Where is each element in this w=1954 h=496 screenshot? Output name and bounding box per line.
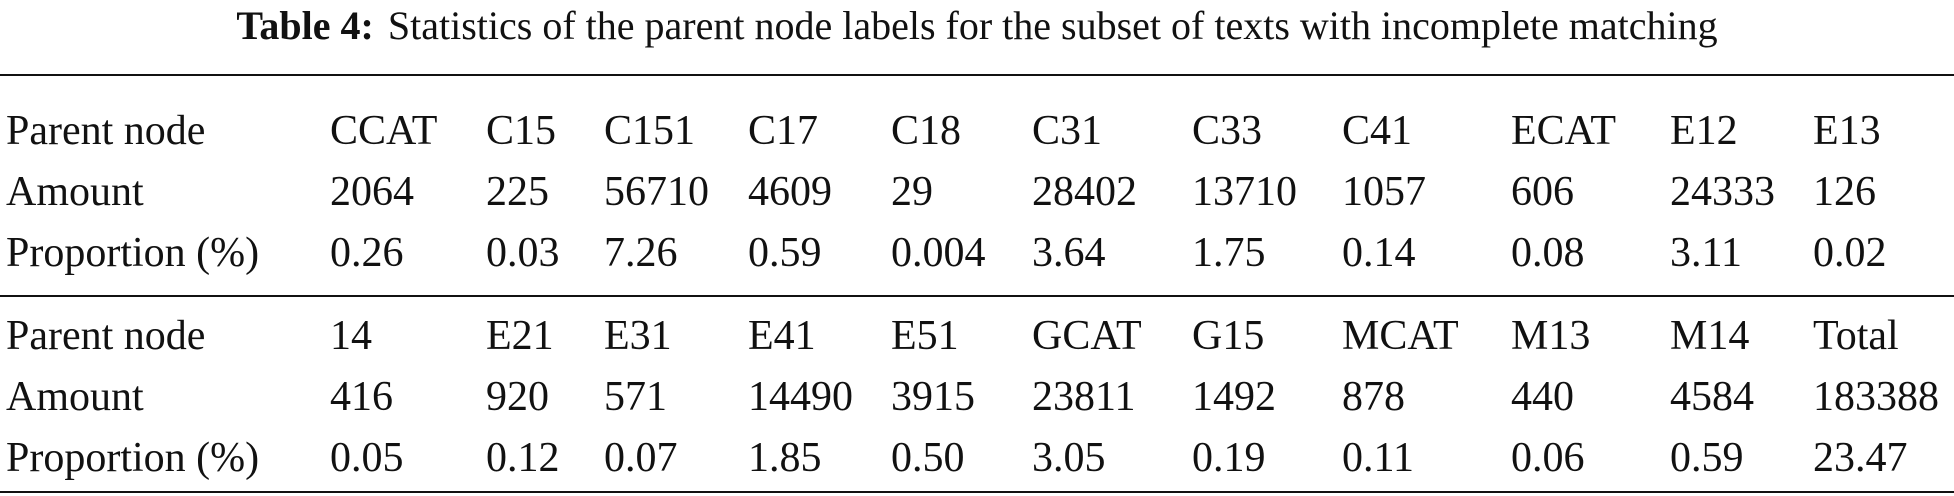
table-cell: 1057	[1342, 169, 1426, 215]
table-cell: GCAT	[1032, 313, 1142, 359]
table-cell: 24333	[1670, 169, 1775, 215]
table-cell: 0.14	[1342, 230, 1416, 276]
table-cell: 13710	[1192, 169, 1297, 215]
caption-label: Table 4:	[236, 3, 374, 48]
table-cell: 29	[891, 169, 933, 215]
table-cell: Total	[1813, 313, 1899, 359]
table-cell: 7.26	[604, 230, 678, 276]
table-cell: 0.06	[1511, 435, 1585, 481]
table-cell: CCAT	[330, 108, 438, 154]
table-cell: MCAT	[1342, 313, 1459, 359]
table-cell: 0.12	[486, 435, 560, 481]
table-cell: 0.08	[1511, 230, 1585, 276]
table-cell: 0.26	[330, 230, 404, 276]
table-cell: 56710	[604, 169, 709, 215]
table-cell: 0.004	[891, 230, 986, 276]
row-header: Proportion (%)	[6, 435, 260, 481]
table-cell: 0.07	[604, 435, 678, 481]
table-cell: C31	[1032, 108, 1103, 154]
table-caption: Table 4: Statistics of the parent node la…	[0, 2, 1954, 49]
table-cell: 0.59	[1670, 435, 1744, 481]
table-cell: 0.03	[486, 230, 560, 276]
table-cell: 23811	[1032, 374, 1136, 420]
table-cell: C33	[1192, 108, 1263, 154]
table-cell: 23.47	[1813, 435, 1908, 481]
row-header: Amount	[6, 169, 144, 215]
table-cell: E41	[748, 313, 816, 359]
row-header: Parent node	[6, 313, 206, 359]
table-cell: 0.19	[1192, 435, 1266, 481]
table-cell: 0.50	[891, 435, 965, 481]
table-cell: G15	[1192, 313, 1265, 359]
row-header: Parent node	[6, 108, 206, 154]
mid-rule	[0, 295, 1954, 297]
table-cell: 3.64	[1032, 230, 1106, 276]
row-header: Amount	[6, 374, 144, 420]
table-cell: 440	[1511, 374, 1574, 420]
table-cell: E31	[604, 313, 672, 359]
table-cell: ECAT	[1511, 108, 1616, 154]
table-cell: 416	[330, 374, 393, 420]
table-cell: 0.05	[330, 435, 404, 481]
table-cell: 225	[486, 169, 549, 215]
table-cell: C17	[748, 108, 819, 154]
table-cell: 126	[1813, 169, 1876, 215]
table-cell: E21	[486, 313, 554, 359]
bottom-rule	[0, 491, 1954, 493]
table-cell: 920	[486, 374, 549, 420]
table-cell: 1.75	[1192, 230, 1266, 276]
table-cell: 28402	[1032, 169, 1137, 215]
table-cell: C15	[486, 108, 557, 154]
table-cell: 183388	[1813, 374, 1939, 420]
table-cell: 1492	[1192, 374, 1276, 420]
table-cell: 0.02	[1813, 230, 1887, 276]
row-header: Proportion (%)	[6, 230, 260, 276]
table-cell: E51	[891, 313, 959, 359]
table-cell: 14490	[748, 374, 853, 420]
table-cell: E12	[1670, 108, 1738, 154]
caption-text: Statistics of the parent node labels for…	[387, 3, 1718, 48]
table-cell: 4584	[1670, 374, 1754, 420]
table-cell: 0.11	[1342, 435, 1414, 481]
table-cell: C18	[891, 108, 962, 154]
table-cell: 571	[604, 374, 667, 420]
table-cell: E13	[1813, 108, 1881, 154]
table-cell: 4609	[748, 169, 832, 215]
table-cell: M14	[1670, 313, 1750, 359]
table-cell: 14	[330, 313, 372, 359]
table-cell: M13	[1511, 313, 1591, 359]
top-rule	[0, 74, 1954, 76]
table-cell: 606	[1511, 169, 1574, 215]
table-cell: 3.11	[1670, 230, 1742, 276]
table-cell: C151	[604, 108, 696, 154]
table-cell: 2064	[330, 169, 414, 215]
table-cell: 3915	[891, 374, 975, 420]
table-cell: 0.59	[748, 230, 822, 276]
table-cell: 3.05	[1032, 435, 1106, 481]
table-cell: C41	[1342, 108, 1413, 154]
table-cell: 1.85	[748, 435, 822, 481]
table-cell: 878	[1342, 374, 1405, 420]
